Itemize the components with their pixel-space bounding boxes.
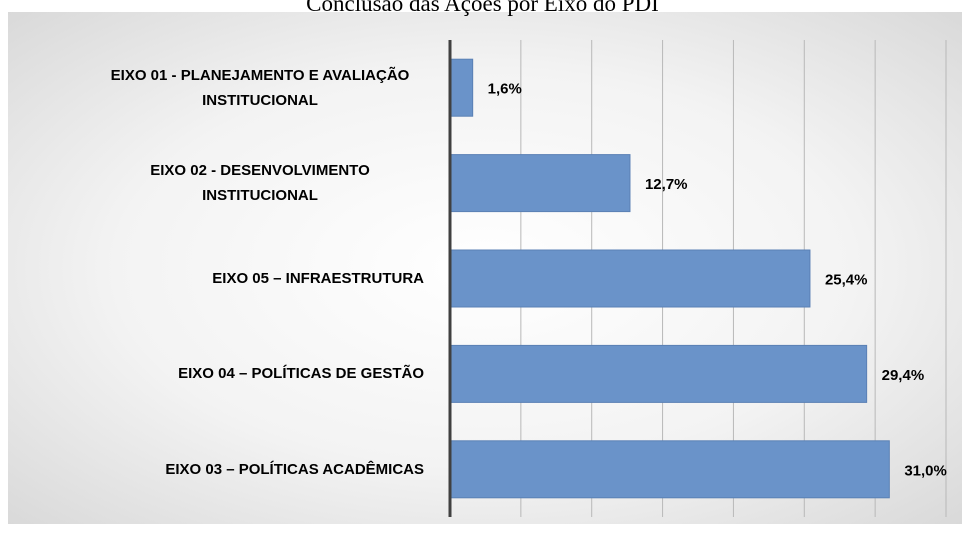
value-label: 1,6%: [488, 81, 522, 98]
value-label: 25,4%: [825, 271, 868, 288]
category-label-box: EIXO 01 - PLANEJAMENTO E AVALIAÇÃO INSTI…: [96, 58, 424, 118]
y-tick-label: EIXO 05 – INFRAESTRUTURA: [212, 270, 424, 287]
category-label-box: EIXO 04 – POLÍTICAS DE GESTÃO: [178, 344, 424, 404]
y-tick-label: EIXO 01 - PLANEJAMENTO E AVALIAÇÃO INSTI…: [110, 66, 410, 109]
bar: [449, 58, 474, 117]
value-label: 12,7%: [645, 176, 688, 193]
bar: [449, 154, 631, 213]
bar: [449, 344, 868, 403]
value-label: 29,4%: [882, 367, 925, 384]
y-tick-label: EIXO 04 – POLÍTICAS DE GESTÃO: [178, 365, 424, 383]
value-label: 31,0%: [904, 462, 947, 479]
y-tick-label: EIXO 02 - DESENVOLVIMENTO INSTITUCIONAL: [150, 162, 370, 205]
bar: [449, 249, 811, 308]
category-label-box: EIXO 03 – POLÍTICAS ACADÊMICAS: [165, 439, 424, 499]
bar: [449, 440, 890, 499]
category-label-box: EIXO 05 – INFRAESTRUTURA: [212, 249, 424, 309]
chart-title: Conclusão das Ações por Eixo do PDI: [306, 0, 659, 16]
y-tick-label: EIXO 03 – POLÍTICAS ACADÊMICAS: [165, 460, 424, 478]
category-label-box: EIXO 02 - DESENVOLVIMENTO INSTITUCIONAL: [96, 153, 424, 213]
